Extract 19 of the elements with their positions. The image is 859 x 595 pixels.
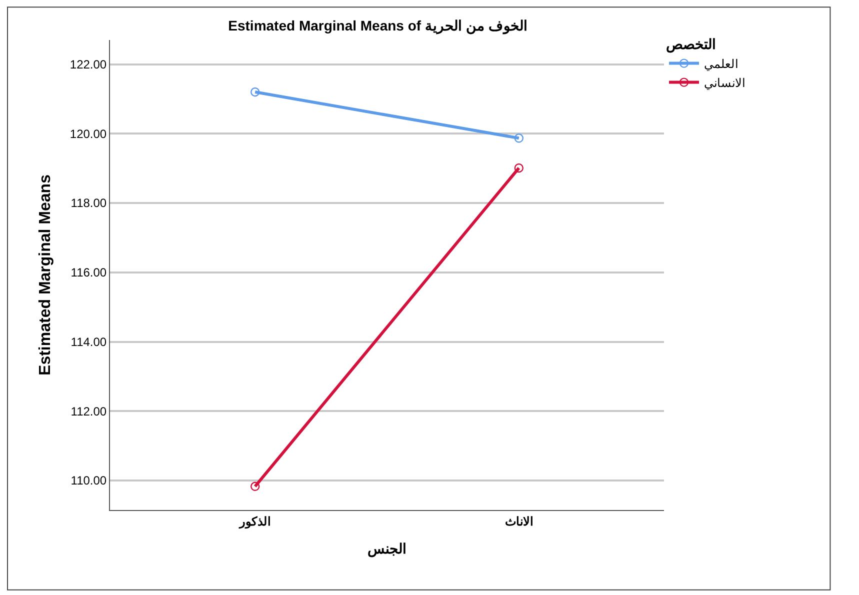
y-tick-label: 116.00 [70, 266, 107, 280]
y-tick-label: 120.00 [70, 126, 107, 141]
y-tick-label: 118.00 [70, 196, 107, 210]
legend-title: التخصص [666, 36, 716, 53]
chart-title: Estimated Marginal Means of الخوف من الحرية [228, 18, 528, 35]
x-tick-label: الذكور [238, 514, 271, 530]
legend-label: الانساني [704, 76, 745, 90]
point [250, 482, 260, 492]
x-axis-title: الجنس [368, 540, 406, 558]
y-axis-title: Estimated Marginal Means [36, 174, 54, 376]
y-tick-label: 114.00 [70, 334, 107, 349]
point [514, 163, 524, 173]
point [250, 87, 260, 97]
point [514, 134, 524, 143]
y-tick-label: 112.00 [70, 404, 107, 418]
x-tick-label: الاناث [504, 514, 533, 528]
y-tick-label: 122.00 [70, 57, 107, 72]
y-tick-label: 110.00 [70, 474, 107, 488]
legend-label: العلمي [704, 56, 738, 71]
